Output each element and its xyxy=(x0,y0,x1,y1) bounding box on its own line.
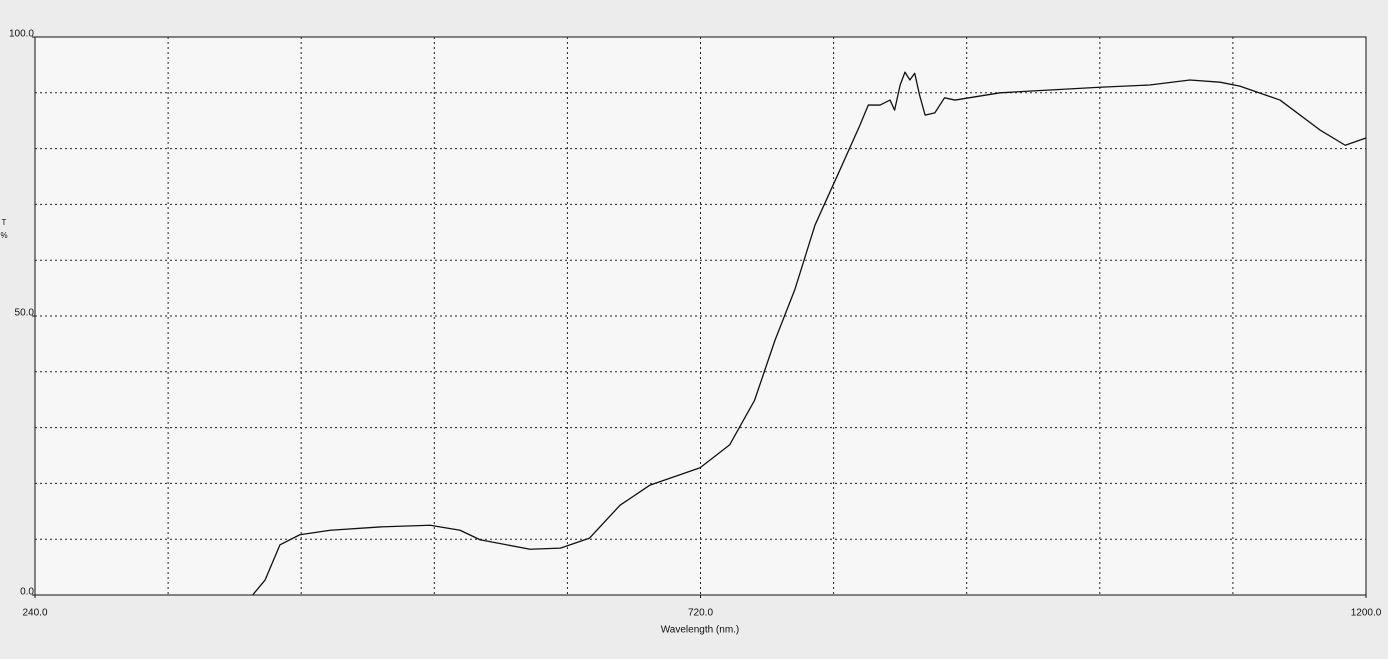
y-tick-label: 50.0 xyxy=(15,308,35,319)
x-tick-label: 720.0 xyxy=(688,608,713,619)
x-axis-label: Wavelength (nm.) xyxy=(661,625,740,636)
x-tick-label: 1200.0 xyxy=(1351,608,1382,619)
y-tick-label: 100.0 xyxy=(9,29,34,40)
spectrum-line xyxy=(252,71,1367,596)
x-tick-label: 240.0 xyxy=(22,608,47,619)
y-axis-label: % xyxy=(0,231,7,240)
y-axis-label: T xyxy=(2,218,7,227)
y-tick-label: 0.0 xyxy=(20,587,34,598)
